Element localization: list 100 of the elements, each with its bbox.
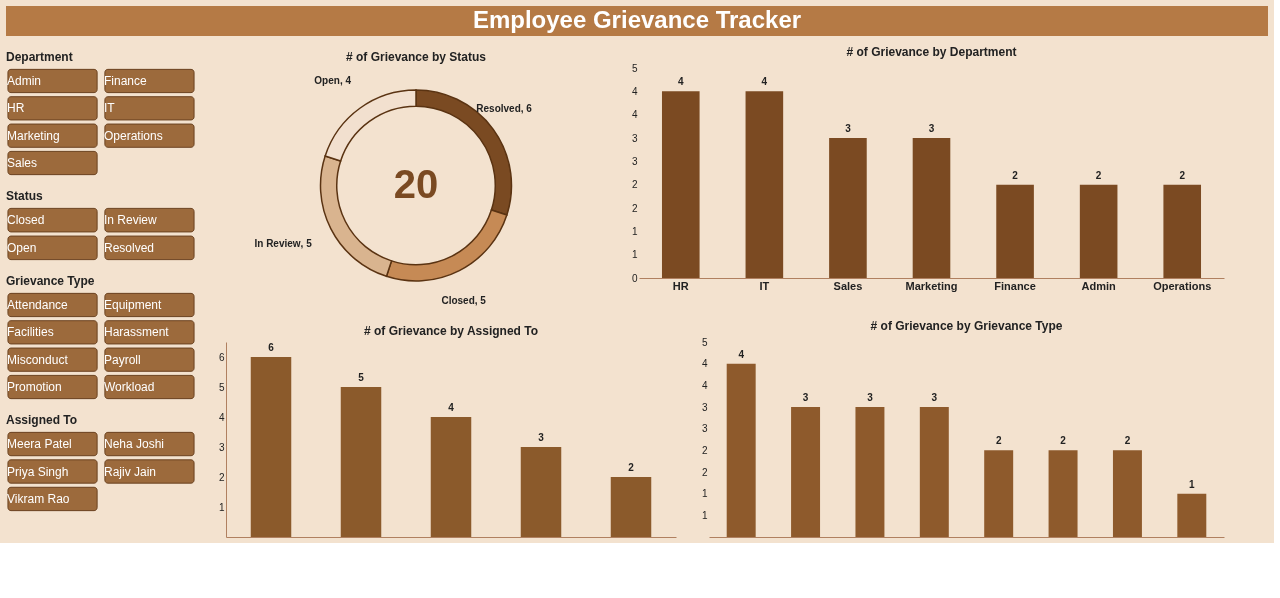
bar	[912, 138, 951, 278]
data-label: 4	[678, 76, 684, 88]
bar	[1112, 450, 1142, 537]
data-label: 4	[738, 348, 745, 360]
text: Promotion	[7, 380, 62, 395]
x-tick-label: Marketing	[905, 279, 958, 292]
y-tick-label: 4	[631, 109, 638, 121]
bar	[745, 91, 784, 278]
y-tick-label: 4	[701, 358, 708, 370]
text: Operations	[103, 128, 163, 143]
bar	[1079, 184, 1118, 278]
text: Open	[7, 240, 37, 255]
data-label: 4	[761, 76, 768, 88]
text: 20	[393, 161, 439, 206]
y-tick-label: 5	[631, 62, 638, 74]
y-tick-label: 1	[701, 488, 708, 500]
data-label: 2	[1179, 169, 1186, 181]
y-tick-label: 3	[631, 132, 638, 144]
text: Marketing	[7, 128, 60, 143]
data-label: 2	[1060, 435, 1067, 447]
text: Closed	[7, 213, 45, 228]
data-label: 2	[1124, 435, 1131, 447]
text: Rajiv Jain	[103, 464, 156, 479]
text: Workload	[103, 380, 155, 395]
data-label: 3	[931, 392, 938, 403]
y-tick-label: 5	[701, 336, 708, 348]
x-tick-label: Admin	[1081, 279, 1117, 292]
y-tick-label: 3	[218, 441, 225, 453]
y-tick-label: 4	[218, 411, 225, 423]
text: Meera Patel	[7, 437, 72, 452]
slice-label: Resolved	[476, 103, 521, 115]
y-tick-label: 3	[701, 423, 708, 435]
text: Grievance Type	[6, 274, 95, 288]
data-label: , 4	[339, 74, 352, 86]
x-tick-label: Finance	[994, 279, 1036, 292]
data-label: , 5	[300, 238, 313, 250]
y-tick-label: 2	[701, 466, 708, 478]
data-label: 4	[448, 402, 455, 413]
y-tick-label: 6	[218, 351, 225, 363]
text: Priya Singh	[7, 464, 69, 479]
y-tick-label: 1	[631, 225, 638, 237]
y-tick-label: 3	[701, 401, 708, 413]
text: Misconduct	[7, 352, 69, 367]
data-label: 2	[1012, 169, 1019, 181]
x-tick-label: IT	[759, 279, 770, 292]
x-tick-label: Operations	[1153, 279, 1212, 292]
text: Status	[6, 189, 43, 203]
data-label: 3	[802, 392, 809, 403]
data-label: 5	[358, 372, 365, 383]
data-label: 1	[1189, 478, 1196, 490]
text: HR	[7, 101, 25, 116]
y-tick-label: 3	[631, 155, 638, 167]
text: Admin	[7, 73, 42, 88]
bar	[984, 450, 1014, 537]
y-tick-label: 4	[631, 85, 638, 97]
bar	[919, 407, 949, 537]
text: Sales	[7, 156, 38, 171]
text: Facilities	[7, 325, 54, 340]
bar	[340, 387, 382, 537]
data-label: 2	[995, 435, 1002, 447]
slice-label: In Review	[254, 238, 301, 250]
y-tick-label: 4	[701, 379, 708, 391]
data-label: , 6	[520, 103, 533, 115]
chart-title: # of Grievance by Status	[345, 50, 487, 64]
y-tick-label: 1	[631, 249, 638, 261]
chart-title: # of Grievance by Department	[846, 45, 1017, 59]
y-tick-label: 2	[631, 202, 638, 214]
bar	[996, 184, 1034, 278]
bar	[1163, 184, 1202, 278]
chart-title: # of Grievance by Grievance Type	[870, 319, 1063, 333]
bar	[520, 447, 562, 537]
text: Attendance	[7, 297, 69, 312]
text: Payroll	[103, 352, 141, 367]
y-tick-label: 2	[218, 471, 225, 483]
bar	[1048, 450, 1078, 537]
text: Assigned To	[6, 413, 78, 427]
x-tick-label: Sales	[833, 279, 863, 292]
text: Resolved	[103, 240, 154, 255]
data-label: 6	[268, 342, 275, 353]
bar	[1177, 493, 1207, 537]
text: In Review	[103, 213, 157, 228]
data-label: 3	[845, 123, 852, 134]
chart-title: # of Grievance by Assigned To	[363, 324, 539, 338]
text: Neha Joshi	[103, 437, 165, 452]
bar	[855, 407, 885, 537]
data-label: , 5	[474, 294, 487, 306]
bar	[791, 407, 821, 537]
text: Department	[6, 50, 73, 64]
y-tick-label: 2	[631, 179, 638, 191]
bar	[726, 363, 756, 537]
y-tick-label: 5	[218, 381, 225, 393]
data-label: 3	[867, 392, 874, 403]
x-tick-label: HR	[672, 279, 689, 292]
bar	[430, 417, 472, 537]
data-label: 2	[1095, 169, 1102, 181]
data-label: 3	[928, 123, 935, 134]
bar	[250, 357, 292, 537]
text: Finance	[103, 73, 147, 88]
text: Employee Grievance Tracker	[472, 6, 802, 33]
text: Equipment	[103, 297, 162, 312]
